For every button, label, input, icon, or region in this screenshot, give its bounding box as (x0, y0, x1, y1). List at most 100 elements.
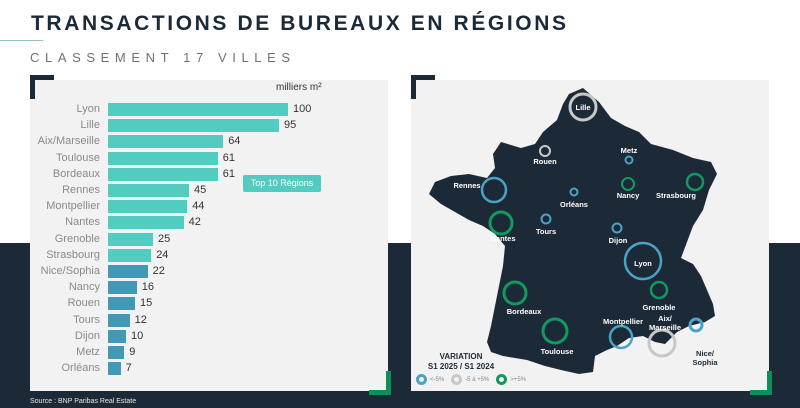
bar (108, 216, 184, 230)
ring-lyon (623, 241, 663, 281)
bar-row: Lyon 100 (30, 102, 370, 116)
ring-grenoble (649, 280, 669, 300)
bar (108, 329, 126, 343)
bar-category-label: Aix/Marseille (37, 135, 100, 148)
bar-category-label: Montpellier (46, 200, 100, 213)
bar-category-label: Nancy (68, 281, 100, 294)
label-orleans: Orléans (560, 200, 588, 209)
ring-nancy (621, 177, 635, 191)
france-map: Lille Rouen Metz Rennes Orléans Nancy St… (429, 88, 718, 374)
bar-row: Aix/Marseille 64 (30, 134, 370, 149)
source-note: Source : BNP Paribas Real Estate (30, 398, 137, 405)
label-grenoble: Grenoble (643, 303, 676, 312)
label-montpellier: Montpellier (603, 317, 643, 326)
page-title: TRANSACTIONS DE BUREAUX EN RÉGIONS (31, 12, 569, 35)
bar-category-label: Lyon (76, 103, 100, 115)
label-aix: Aix/ (658, 314, 673, 323)
label-rennes: Rennes (453, 181, 480, 190)
label-rouen: Rouen (533, 157, 557, 166)
bar-value-label: 12 (134, 313, 147, 326)
bar-row: Grenoble 25 (30, 232, 370, 246)
label-lyon: Lyon (634, 259, 652, 268)
legend-ring-blue-icon (416, 374, 427, 385)
legend-title-line2: S1 2025 / S1 2024 (427, 362, 495, 371)
bar-category-label: Orléans (61, 362, 100, 375)
ring-aix-marseille (647, 328, 677, 358)
bar-row: Strasbourg 24 (30, 248, 370, 262)
label-bordeaux: Bordeaux (507, 307, 542, 316)
bar (108, 281, 137, 295)
bar (108, 232, 153, 246)
top10-badge: Top 10 Régions (243, 175, 321, 192)
bar (108, 167, 218, 181)
bar-value-label: 61 (222, 151, 236, 164)
bar-row: Metz 9 (30, 345, 370, 359)
bar-category-label: Strasbourg (46, 248, 100, 261)
ring-orleans (569, 187, 579, 197)
france-silhouette (429, 88, 717, 374)
ring-dijon (611, 222, 623, 234)
ring-lille (568, 92, 598, 122)
bar-value-label: 22 (152, 265, 165, 277)
bar-value-label: 25 (158, 232, 171, 245)
legend-label-stable: -5 à +5% (465, 376, 490, 383)
bar-category-label: Rouen (67, 297, 100, 310)
bar-row: Toulouse 61 (30, 151, 370, 165)
ring-strasbourg (685, 172, 705, 192)
ring-montpellier (608, 324, 634, 350)
bar (108, 297, 135, 311)
bar (108, 265, 148, 278)
bar (108, 135, 224, 149)
bar-value-label: 42 (188, 216, 201, 229)
label-strasbourg: Strasbourg (656, 191, 696, 200)
bar-value-label: 16 (141, 281, 155, 294)
label-tours: Tours (536, 227, 556, 236)
ring-tours (540, 213, 552, 225)
ring-toulouse (541, 317, 569, 345)
bar-category-label: Bordeaux (52, 167, 100, 180)
label-lille: Lille (575, 103, 590, 112)
bar (108, 200, 188, 214)
bar-category-label: Lille (80, 119, 100, 132)
unit-label: milliers m² (276, 82, 322, 93)
corner-marker-top-left (30, 75, 54, 99)
ring-nice-sophia (688, 317, 704, 333)
bar-value-label: 100 (293, 103, 312, 115)
bar-value-label: 24 (156, 248, 169, 261)
bar (108, 184, 189, 197)
title-divider (0, 40, 43, 41)
bar-category-label: Nice/Sophia (40, 265, 100, 277)
ring-bordeaux (502, 280, 528, 306)
label-nice: Nice/ (696, 349, 715, 358)
bar-category-label: Rennes (62, 184, 100, 196)
bar (108, 346, 125, 359)
bar-value-label: 44 (192, 200, 205, 213)
label-sophia: Sophia (692, 358, 718, 367)
bar-value-label: 61 (222, 167, 236, 180)
bar-row: Montpellier 44 (30, 199, 370, 214)
ring-metz (624, 155, 634, 165)
bar-value-label: 95 (284, 119, 297, 132)
bar (108, 362, 121, 376)
bar-value-label: 10 (131, 329, 144, 342)
ring-nantes (488, 210, 514, 236)
variation-legend: VARIATION S1 2025 / S1 2024 <-5% -5 à +5… (416, 352, 556, 385)
bar-value-label: 7 (125, 362, 132, 375)
bar-value-label: 9 (129, 346, 136, 358)
legend-title-line1: VARIATION (439, 352, 483, 361)
bar-value-label: 15 (140, 297, 153, 310)
legend-label-increase: >+5% (510, 376, 527, 383)
bar (108, 119, 279, 133)
bar-row: Tours 12 (30, 313, 370, 327)
label-toulouse: Toulouse (541, 347, 574, 356)
bar-row: Dijon 10 (30, 329, 370, 343)
ring-rennes (480, 176, 508, 204)
bar-row: Rouen 15 (30, 296, 370, 311)
bar (108, 313, 130, 327)
bar-row: Rennes 45 (30, 183, 370, 197)
label-nancy: Nancy (617, 191, 640, 200)
label-dijon: Dijon (609, 236, 628, 245)
bar (108, 248, 152, 262)
bar-category-label: Nantes (65, 216, 100, 229)
bar-category-label: Metz (76, 346, 100, 358)
